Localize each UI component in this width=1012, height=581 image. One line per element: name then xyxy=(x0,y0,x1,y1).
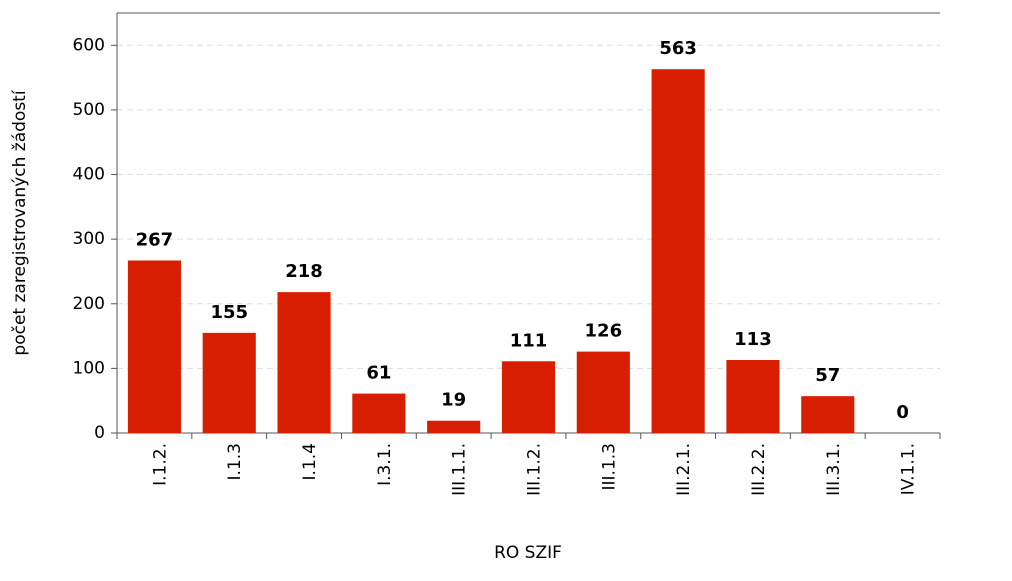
x-tick-label: I.3.1. xyxy=(375,443,395,486)
bar xyxy=(801,396,855,433)
x-tick-label: IV.1.1. xyxy=(899,443,919,495)
x-tick-label: III.1.2. xyxy=(525,443,545,496)
y-tick-label: 500 xyxy=(73,100,105,120)
bar xyxy=(576,351,630,433)
value-label: 126 xyxy=(585,321,623,342)
bar xyxy=(352,393,406,433)
y-tick-label: 400 xyxy=(73,165,105,185)
x-tick-label: III.2.1. xyxy=(674,443,694,496)
value-label: 57 xyxy=(815,365,840,386)
bar xyxy=(277,292,331,433)
y-axis-label: počet zaregistrovaných žádostí xyxy=(10,89,30,355)
value-label: 218 xyxy=(285,261,323,282)
value-label: 0 xyxy=(896,402,909,423)
y-tick-label: 300 xyxy=(73,229,105,249)
x-axis-label: RO SZIF xyxy=(494,543,562,563)
x-tick-label: III.1.1. xyxy=(450,443,470,496)
bar xyxy=(501,361,556,433)
value-label: 111 xyxy=(510,330,548,351)
value-label: 61 xyxy=(366,363,391,384)
bar xyxy=(127,260,181,433)
y-tick-label: 200 xyxy=(73,294,105,314)
bar xyxy=(427,420,481,433)
bar xyxy=(651,69,705,433)
x-tick-label: III.3.1. xyxy=(824,443,844,496)
value-label: 267 xyxy=(136,229,174,250)
x-tick-label: I.1.3 xyxy=(225,443,245,480)
bar xyxy=(202,332,256,433)
x-tick-label: III.2.2. xyxy=(749,443,769,496)
value-label: 19 xyxy=(441,390,466,411)
y-tick-label: 0 xyxy=(94,423,105,443)
y-tick-label: 600 xyxy=(73,35,105,55)
value-label: 563 xyxy=(659,38,697,59)
x-tick-label: I.1.4 xyxy=(300,443,320,480)
x-tick-label: I.1.2. xyxy=(150,443,170,486)
y-tick-label: 100 xyxy=(73,358,105,378)
bar xyxy=(726,359,780,433)
x-tick-label: III.1.3 xyxy=(599,443,619,490)
value-label: 155 xyxy=(210,302,248,323)
value-label: 113 xyxy=(734,329,772,350)
